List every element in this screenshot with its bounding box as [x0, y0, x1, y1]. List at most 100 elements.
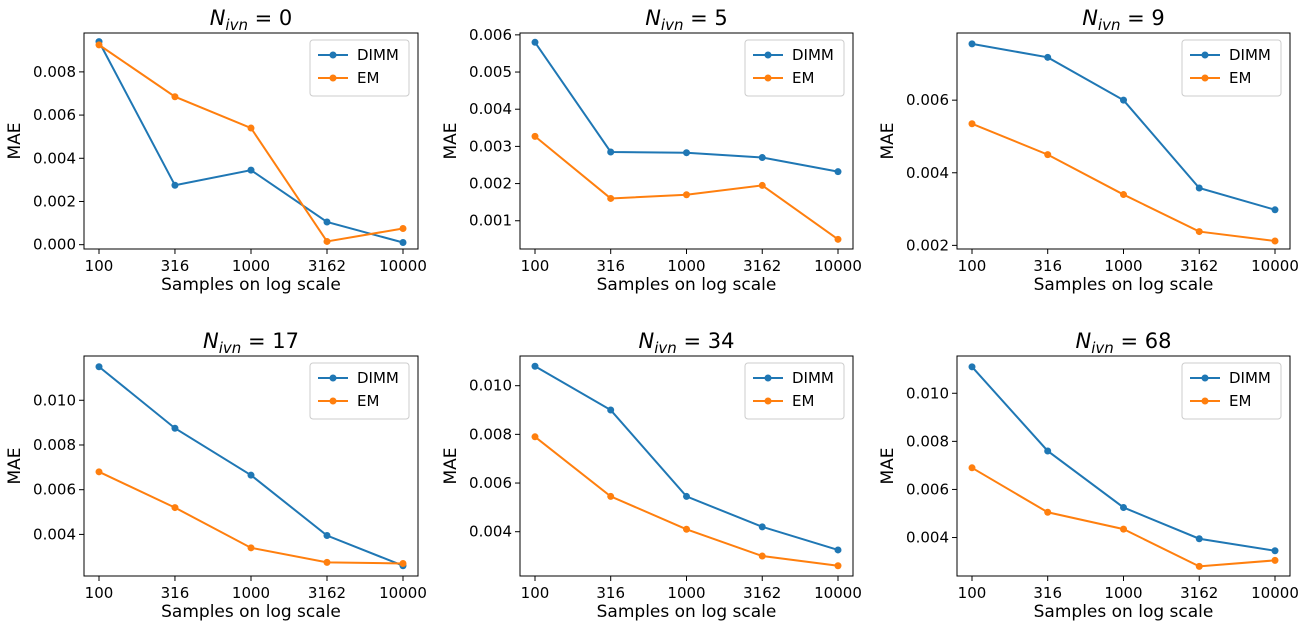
x-tick-label: 100	[521, 257, 550, 275]
data-point-em	[968, 464, 976, 472]
data-point-em	[834, 235, 842, 243]
x-tick-label: 100	[85, 584, 114, 602]
chart-title: Nivn = 5	[645, 6, 728, 34]
y-axis-label: MAE	[5, 447, 25, 484]
title-subscript: ivn	[219, 339, 242, 357]
legend-label-em: EM	[792, 69, 814, 87]
legend-label-em: EM	[357, 69, 379, 87]
legend-marker-em	[329, 74, 337, 82]
chart-panel-5: 100 316 1000 3162 10000 0.004 0.006 0.008 0.010 S…	[878, 329, 1299, 622]
legend: DIMM EM	[1181, 362, 1282, 420]
legend-label-dimm: DIMM	[357, 369, 399, 387]
x-tick-label: 3162	[308, 257, 346, 275]
y-axis-label: MAE	[878, 122, 898, 159]
y-axis-label: MAE	[441, 122, 461, 159]
data-point-em	[1120, 525, 1127, 533]
x-tick-label: 10000	[379, 257, 427, 275]
y-tick-label: 0.005	[469, 63, 512, 81]
data-point-dimm	[171, 424, 179, 432]
x-tick-label: 100	[85, 257, 114, 275]
x-tick-label: 1000	[1104, 584, 1142, 602]
data-point-dimm	[531, 38, 539, 46]
title-value: = 17	[241, 329, 299, 353]
data-point-dimm	[247, 471, 255, 479]
data-point-dimm	[607, 148, 615, 156]
data-point-em	[1195, 562, 1203, 570]
data-point-dimm	[607, 406, 615, 414]
y-axis-label: MAE	[878, 447, 898, 484]
y-tick-label: 0.006	[906, 91, 949, 109]
x-tick-label: 10000	[1251, 584, 1299, 602]
y-tick-label: 0.000	[33, 236, 76, 254]
data-point-dimm	[323, 532, 331, 540]
title-value: = 9	[1120, 6, 1164, 30]
data-point-dimm	[968, 363, 976, 371]
x-tick-label: 1000	[667, 584, 705, 602]
chart-panel-3: 100 316 1000 3162 10000 0.004 0.006 0.008 0.010 S…	[5, 329, 427, 622]
x-tick-label: 100	[521, 584, 550, 602]
title-value: = 68	[1114, 329, 1172, 353]
chart-title: Nivn = 9	[1082, 6, 1165, 34]
y-tick-label: 0.010	[906, 384, 949, 402]
data-point-dimm	[968, 40, 976, 48]
y-tick-label: 0.008	[906, 432, 949, 450]
data-point-em	[1044, 508, 1052, 516]
x-tick-label: 316	[1033, 584, 1062, 602]
data-point-dimm	[95, 363, 103, 371]
y-tick-label: 0.004	[469, 523, 512, 541]
x-tick-label: 10000	[379, 584, 427, 602]
data-point-em	[323, 558, 331, 566]
data-point-dimm	[399, 239, 407, 247]
legend: DIMM EM	[744, 39, 845, 97]
data-point-em	[834, 562, 842, 570]
data-point-dimm	[1044, 53, 1052, 61]
chart-title: Nivn = 68	[1076, 329, 1172, 357]
x-axis-label: Samples on log scale	[161, 275, 341, 295]
y-tick-label: 0.004	[469, 100, 512, 118]
legend-label-em: EM	[792, 392, 814, 410]
x-tick-label: 1000	[232, 584, 270, 602]
data-point-em	[1044, 151, 1052, 159]
y-tick-label: 0.004	[33, 149, 76, 167]
y-tick-label: 0.003	[469, 137, 512, 155]
data-point-em	[607, 194, 615, 202]
data-point-em	[683, 525, 690, 533]
data-point-em	[95, 41, 103, 49]
legend-marker-em	[1201, 74, 1209, 82]
title-subscript: ivn	[661, 16, 684, 34]
title-value: = 34	[677, 329, 735, 353]
data-point-dimm	[1195, 184, 1203, 192]
x-tick-label: 3162	[1180, 584, 1218, 602]
data-point-dimm	[1271, 206, 1279, 214]
x-tick-label: 316	[1033, 257, 1062, 275]
legend-label-em: EM	[1229, 392, 1251, 410]
data-point-dimm	[1195, 535, 1203, 543]
y-tick-label: 0.004	[906, 529, 949, 547]
legend-marker-dimm	[1201, 51, 1209, 59]
y-tick-label: 0.006	[33, 481, 76, 499]
legend-marker-dimm	[1201, 374, 1209, 382]
data-point-em	[607, 492, 615, 500]
data-point-dimm	[1271, 547, 1279, 555]
legend-marker-dimm	[764, 374, 772, 382]
data-point-em	[247, 544, 255, 552]
x-tick-label: 1000	[232, 257, 270, 275]
chart-panel-4: 100 316 1000 3162 10000 0.004 0.006 0.008 0.010 S…	[441, 329, 862, 622]
title-symbol: N	[210, 6, 226, 30]
series-line-em	[971, 122, 1276, 243]
chart-title: Nivn = 34	[639, 329, 735, 357]
x-tick-label: 316	[596, 584, 625, 602]
data-point-em	[171, 504, 179, 512]
data-point-em	[323, 237, 331, 245]
title-subscript: ivn	[225, 16, 248, 34]
x-axis-label: Samples on log scale	[1034, 602, 1214, 622]
x-tick-label: 3162	[743, 584, 781, 602]
title-symbol: N	[1076, 329, 1092, 353]
data-point-em	[95, 468, 103, 476]
y-tick-label: 0.010	[469, 377, 512, 395]
data-point-em	[1271, 556, 1279, 564]
data-point-dimm	[683, 492, 690, 500]
chart-panel-1: 100 316 1000 3162 10000 0.001 0.002 0.003 0.004 0…	[441, 6, 862, 295]
data-point-em	[171, 93, 179, 101]
